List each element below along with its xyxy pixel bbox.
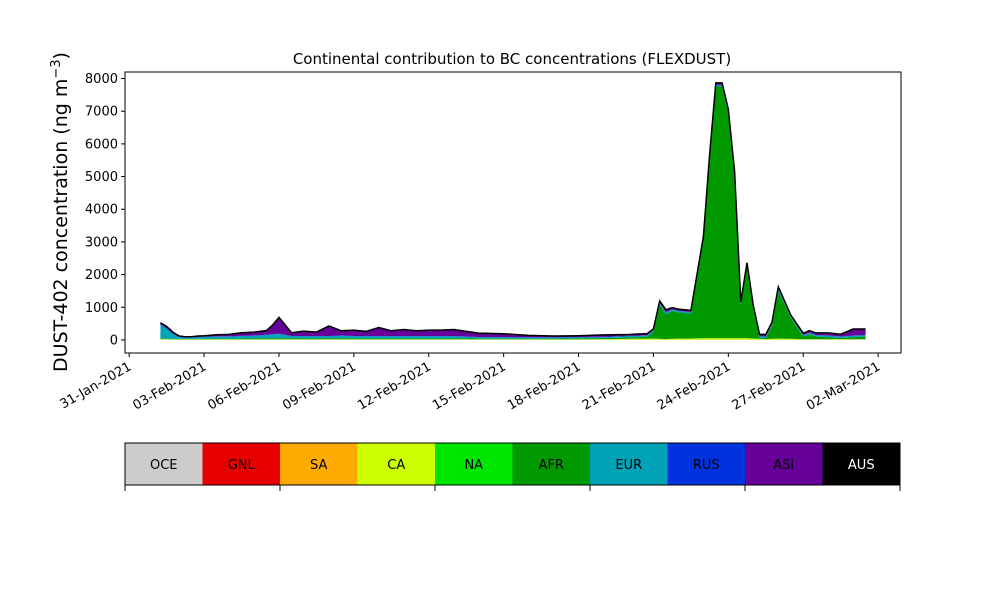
y-tick-label: 1000 xyxy=(85,301,118,316)
x-tick-label: 21-Feb-2021 xyxy=(580,359,659,413)
legend-label-aus: AUS xyxy=(848,458,875,473)
legend-label-rus: RUS xyxy=(693,458,720,473)
legend-swatch-sa xyxy=(280,443,358,485)
y-tick-label: 2000 xyxy=(85,268,118,283)
area-series-ca xyxy=(160,338,866,340)
y-axis-label-close: ) xyxy=(50,52,72,59)
legend-label-gnl: GNL xyxy=(228,458,256,473)
legend-swatch-na xyxy=(435,443,513,485)
legend-swatch-aus xyxy=(822,443,901,485)
x-tick-label: 03-Feb-2021 xyxy=(131,359,210,413)
y-axis: 0 1000 2000 3000 4000 5000 6000 7000 8000 xyxy=(85,72,125,348)
area-series-asi xyxy=(160,82,866,338)
area-series-rus xyxy=(160,84,866,338)
x-tick-label: 12-Feb-2021 xyxy=(355,359,434,413)
y-tick-label: 6000 xyxy=(85,137,118,152)
legend-label-asi: ASI xyxy=(773,458,794,473)
plot-area xyxy=(160,82,866,340)
legend-swatch-rus xyxy=(667,443,746,485)
x-tick-label: 02-Mar-2021 xyxy=(804,359,883,413)
x-axis: 31-Jan-202103-Feb-202106-Feb-202109-Feb-… xyxy=(58,353,883,414)
y-tick-label: 8000 xyxy=(85,72,118,87)
y-axis-label-exponent: −3 xyxy=(49,59,64,78)
legend-swatch-ca xyxy=(357,443,436,485)
y-tick-label: 7000 xyxy=(85,105,118,120)
legend-swatch-afr xyxy=(512,443,591,485)
legend-label-sa: SA xyxy=(310,458,327,473)
legend-label-ca: CA xyxy=(387,458,405,473)
legend: OCE GNL SA CA NA AFR EUR RUS ASI AUS xyxy=(124,442,901,491)
y-tick-label: 5000 xyxy=(85,170,118,185)
area-series-afr xyxy=(160,86,866,340)
legend-label-eur: EUR xyxy=(615,458,642,473)
y-axis-label: DUST-402 concentration (ng m−3) xyxy=(49,52,73,372)
legend-label-oce: OCE xyxy=(150,458,178,473)
y-tick-label: 4000 xyxy=(85,203,118,218)
y-tick-label: 0 xyxy=(110,333,118,348)
y-tick-label: 3000 xyxy=(85,235,118,250)
legend-swatch-eur xyxy=(590,443,668,485)
area-series-eur xyxy=(160,85,866,339)
legend-swatch-asi xyxy=(745,443,823,485)
area-series-aus xyxy=(160,82,866,337)
total-outline xyxy=(160,82,866,338)
legend-swatch-oce xyxy=(125,443,203,485)
x-tick-label: 18-Feb-2021 xyxy=(505,359,584,413)
y-axis-label-main: DUST-402 concentration (ng m xyxy=(50,79,72,372)
chart-title: Continental contribution to BC concentra… xyxy=(293,50,731,68)
x-tick-label: 15-Feb-2021 xyxy=(430,359,509,413)
x-tick-label: 06-Feb-2021 xyxy=(205,359,284,413)
x-tick-label: 24-Feb-2021 xyxy=(655,359,734,413)
legend-frame xyxy=(124,442,901,486)
legend-label-afr: AFR xyxy=(539,458,564,473)
legend-label-na: NA xyxy=(464,458,483,473)
x-tick-label: 27-Feb-2021 xyxy=(730,359,809,413)
plot-frame xyxy=(124,71,902,354)
x-tick-label: 09-Feb-2021 xyxy=(280,359,359,413)
legend-swatch-gnl xyxy=(202,443,281,485)
